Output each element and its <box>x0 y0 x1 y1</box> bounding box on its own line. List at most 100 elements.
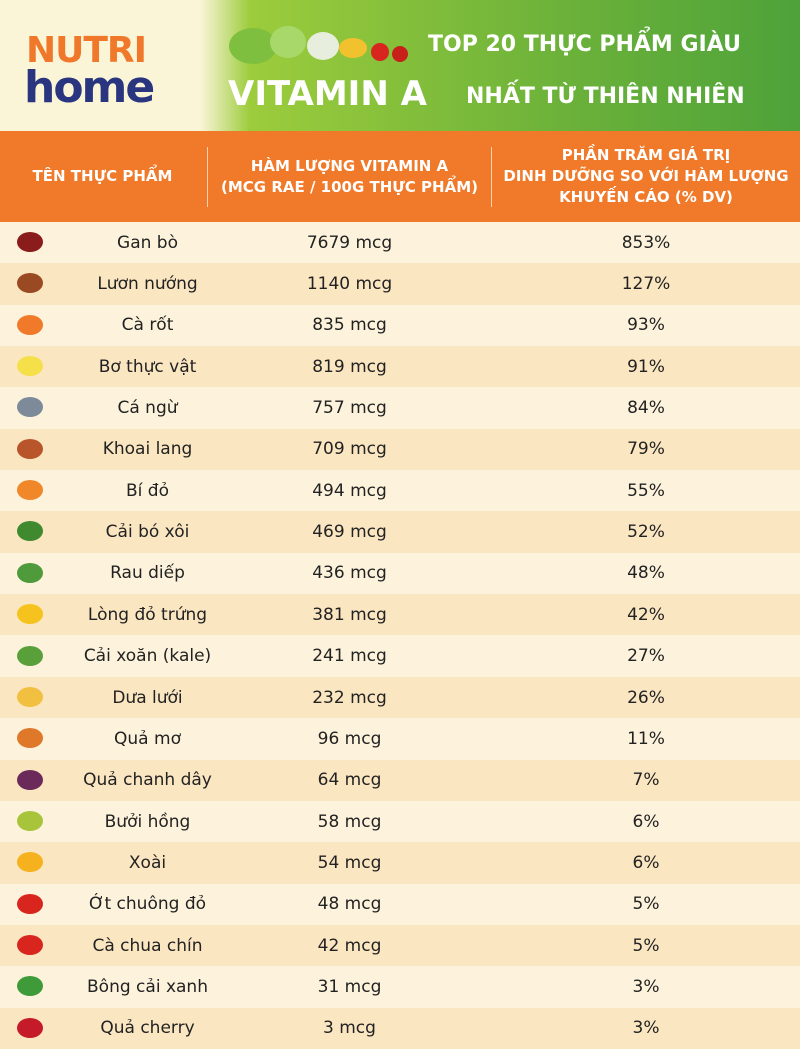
food-icon <box>17 604 43 625</box>
table-cell: Lươn nướng <box>97 274 198 295</box>
title: VITAMIN A <box>228 74 427 114</box>
table-row: Cá ngừ 757 mcg 84% <box>0 387 800 429</box>
table-cell: 26% <box>627 687 665 708</box>
table-cell: 54 mcg <box>317 852 382 873</box>
table-cell: 55% <box>627 480 665 501</box>
table-cell: 436 mcg <box>312 563 387 584</box>
logo: NUTRI <box>26 30 147 71</box>
table-cell: 7% <box>632 770 660 791</box>
table-cell: 819 mcg <box>312 356 387 377</box>
table-cell: 381 mcg <box>312 604 387 625</box>
table-cell: 96 mcg <box>317 728 382 749</box>
table-row: Bí đỏ 494 mcg 55% <box>0 470 800 512</box>
table-cell: Bưởi hồng <box>104 811 191 832</box>
table-row: Ớt chuông đỏ 48 mcg 5% <box>0 883 800 925</box>
food-icon <box>17 480 43 501</box>
table-cell: 7679 mcg <box>306 232 393 253</box>
table-cell: 3% <box>632 976 660 997</box>
table-cell: 5% <box>632 894 660 915</box>
food-icon <box>17 356 43 377</box>
food-icon <box>17 769 43 790</box>
column-header: PHẦN TRĂM GIÁ TRỊ DINH DƯỠNG SO VỚI HÀM … <box>503 146 789 206</box>
table-cell: 48% <box>627 563 665 584</box>
food-icon <box>17 438 43 459</box>
table-cell: Bông cải xanh <box>87 976 208 997</box>
table-cell: 5% <box>632 935 660 956</box>
table-cell: 3 mcg <box>323 1018 376 1039</box>
table-row: Xoài 54 mcg 6% <box>0 842 800 884</box>
table-cell: 52% <box>627 522 665 543</box>
table-cell: 84% <box>627 398 665 419</box>
food-icon <box>17 1017 43 1038</box>
vegetables-illustration <box>229 26 408 64</box>
table-cell: 853% <box>621 232 671 253</box>
table-cell: 42% <box>627 604 665 625</box>
table-cell: Quả mơ <box>114 728 181 749</box>
food-icon <box>17 521 43 542</box>
table-cell: 27% <box>627 646 665 667</box>
food-icon <box>17 273 43 294</box>
table-cell: 469 mcg <box>312 522 387 543</box>
table-cell: 64 mcg <box>317 770 382 791</box>
separator <box>491 147 492 207</box>
table-row: Bưởi hồng 58 mcg 6% <box>0 800 800 843</box>
food-icon <box>17 562 43 583</box>
table-row: Quả mơ 96 mcg 11% <box>0 718 800 760</box>
table-cell: Quả cherry <box>100 1018 195 1039</box>
table-header: TÊN THỰC PHẨM HÀM LƯỢNG VITAMIN A (MCG R… <box>0 131 800 222</box>
table-row: Quả chanh dây 64 mcg 7% <box>0 759 800 801</box>
table-cell: Bí đỏ <box>126 480 169 501</box>
food-icon <box>17 314 43 335</box>
food-icon <box>17 810 43 831</box>
table-cell: 42 mcg <box>317 935 382 956</box>
title: NHẤT TỪ THIÊN NHIÊN <box>466 84 745 109</box>
table-cell: 6% <box>632 811 660 832</box>
logo: home <box>24 62 155 113</box>
table-cell: Cải bó xôi <box>105 522 190 543</box>
food-icon <box>17 645 43 666</box>
column-header: TÊN THỰC PHẨM <box>32 167 173 185</box>
table-row: Cải bó xôi 469 mcg 52% <box>0 511 800 553</box>
table-row: Bơ thực vật 819 mcg 91% <box>0 346 800 388</box>
table-cell: 709 mcg <box>312 439 387 460</box>
table-cell: 48 mcg <box>317 894 382 915</box>
table-cell: Bơ thực vật <box>98 356 197 377</box>
food-icon <box>17 934 43 955</box>
food-icon <box>17 852 43 873</box>
table-cell: Ớt chuông đỏ <box>88 894 207 915</box>
header: NUTRI home TOP 20 THỰC PHẨM GIÀU VITAMIN… <box>0 0 800 131</box>
food-icon <box>17 397 43 418</box>
table-cell: 93% <box>627 315 665 336</box>
table-cell: 835 mcg <box>312 315 387 336</box>
table-cell: 79% <box>627 439 665 460</box>
table-cell: Dưa lưới <box>112 687 183 708</box>
table-row: Rau diếp 436 mcg 48% <box>0 552 800 595</box>
table-cell: 91% <box>627 356 665 377</box>
table-cell: Rau diếp <box>110 563 185 584</box>
table-cell: 232 mcg <box>312 687 387 708</box>
table-cell: Cải xoăn (kale) <box>83 646 212 667</box>
table-cell: 127% <box>621 274 671 295</box>
food-icon <box>17 976 43 997</box>
table-cell: 3% <box>632 1018 660 1039</box>
table-row: Bông cải xanh 31 mcg 3% <box>0 966 800 1008</box>
title: TOP 20 THỰC PHẨM GIÀU <box>428 32 741 57</box>
table-cell: 757 mcg <box>312 398 387 419</box>
food-icon <box>17 893 43 914</box>
table-row: Khoai lang 709 mcg 79% <box>0 428 800 471</box>
table-cell: Cà rốt <box>121 315 174 336</box>
table-row: Gan bò 7679 mcg 853% <box>0 222 800 264</box>
table-cell: Cá ngừ <box>117 398 178 419</box>
column-header: HÀM LƯỢNG VITAMIN A (MCG RAE / 100G THỰC… <box>221 156 478 196</box>
table-cell: Quả chanh dây <box>83 770 212 791</box>
food-icon <box>17 232 43 252</box>
table-cell: Xoài <box>128 852 167 873</box>
table-cell: 241 mcg <box>312 646 387 667</box>
table-cell: 1140 mcg <box>306 274 393 295</box>
table-cell: 6% <box>632 852 660 873</box>
table-row: Lòng đỏ trứng 381 mcg 42% <box>0 594 800 636</box>
separator <box>207 147 208 207</box>
table-row: Dưa lưới 232 mcg 26% <box>0 676 800 719</box>
table-cell: Gan bò <box>117 232 178 253</box>
